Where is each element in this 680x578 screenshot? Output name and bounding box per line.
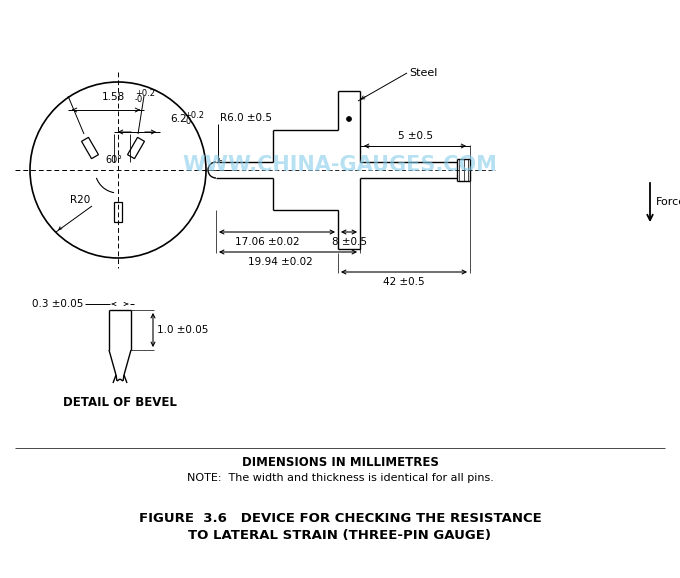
Text: 17.06 ±0.02: 17.06 ±0.02	[235, 237, 299, 247]
Text: R20: R20	[70, 195, 90, 205]
Text: 5 ±0.5: 5 ±0.5	[398, 131, 432, 141]
Text: WWW.CHINA-GAUGES.COM: WWW.CHINA-GAUGES.COM	[182, 155, 498, 175]
Text: DETAIL OF BEVEL: DETAIL OF BEVEL	[63, 397, 177, 409]
Text: 8 ±0.5: 8 ±0.5	[332, 237, 367, 247]
Text: -0: -0	[184, 117, 192, 126]
Text: Force: Force	[656, 197, 680, 207]
Text: 6.2: 6.2	[170, 114, 186, 124]
Text: 42 ±0.5: 42 ±0.5	[384, 277, 425, 287]
Text: +0.2: +0.2	[184, 111, 204, 120]
Text: Steel: Steel	[409, 68, 437, 78]
Text: 1.0 ±0.05: 1.0 ±0.05	[157, 325, 208, 335]
Circle shape	[347, 117, 352, 121]
Text: 1.58: 1.58	[101, 92, 124, 102]
Text: -0: -0	[135, 95, 143, 104]
Text: FIGURE  3.6   DEVICE FOR CHECKING THE RESISTANCE: FIGURE 3.6 DEVICE FOR CHECKING THE RESIS…	[139, 512, 541, 524]
Text: +0.2: +0.2	[135, 89, 155, 98]
Text: DIMENSIONS IN MILLIMETRES: DIMENSIONS IN MILLIMETRES	[241, 455, 439, 469]
Text: 60°: 60°	[105, 155, 122, 165]
Text: 19.94 ±0.02: 19.94 ±0.02	[248, 257, 312, 267]
Text: NOTE:  The width and thickness is identical for all pins.: NOTE: The width and thickness is identic…	[186, 473, 494, 483]
Text: TO LATERAL STRAIN (THREE-PIN GAUGE): TO LATERAL STRAIN (THREE-PIN GAUGE)	[188, 529, 492, 543]
Text: 0.3 ±0.05: 0.3 ±0.05	[33, 299, 84, 309]
Text: R6.0 ±0.5: R6.0 ±0.5	[220, 113, 272, 123]
